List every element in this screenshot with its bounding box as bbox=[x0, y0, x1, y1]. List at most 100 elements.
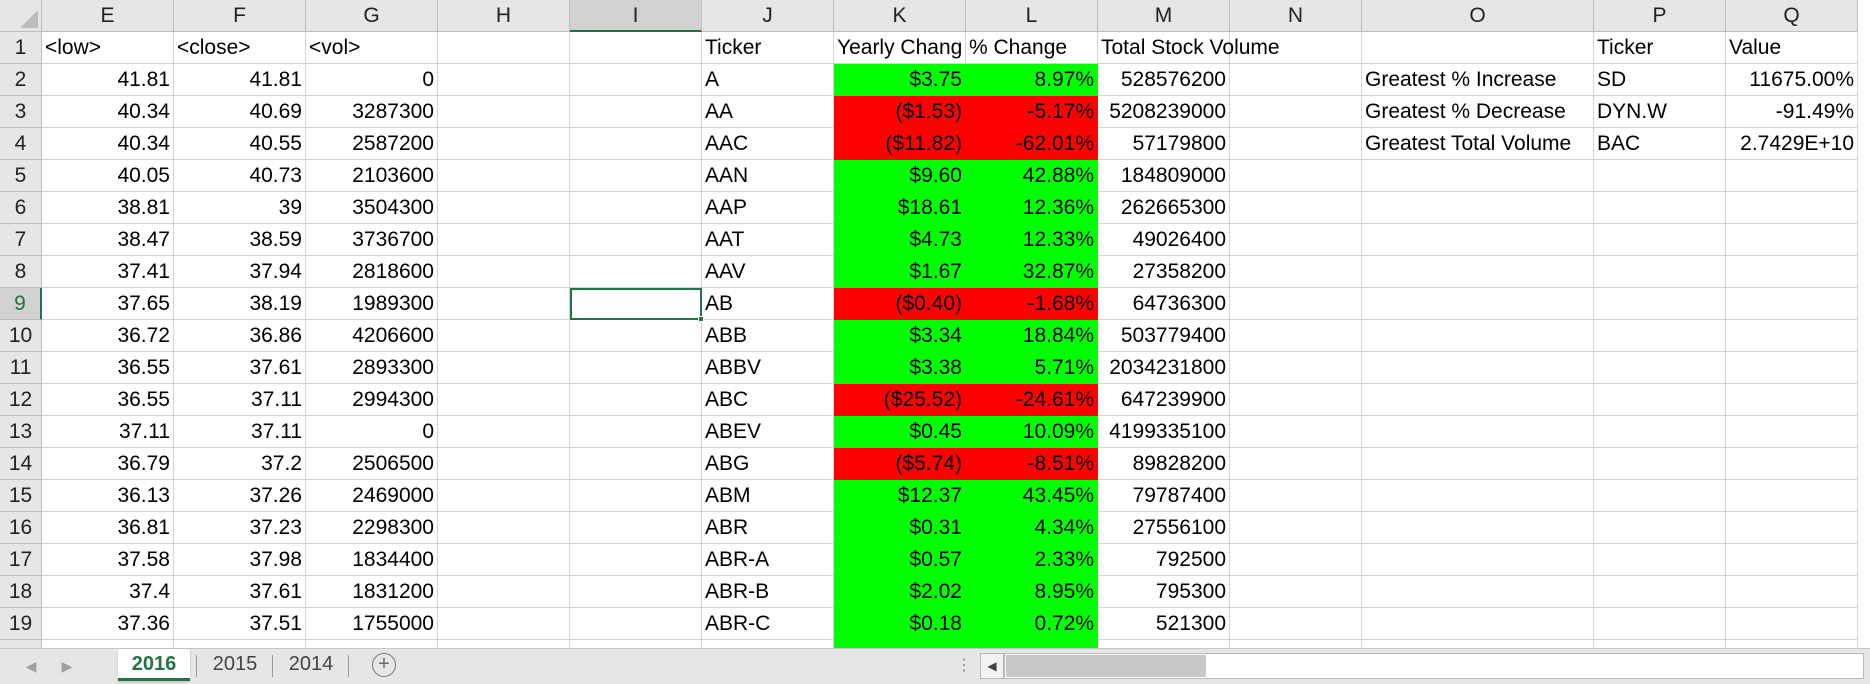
cell-p14[interactable] bbox=[1594, 448, 1726, 480]
cell-h11[interactable] bbox=[438, 352, 570, 384]
cell-n16[interactable] bbox=[1230, 512, 1362, 544]
cell-q17[interactable] bbox=[1726, 544, 1858, 576]
cell-n9[interactable] bbox=[1230, 288, 1362, 320]
cell-q15[interactable] bbox=[1726, 480, 1858, 512]
cell-q6[interactable] bbox=[1726, 192, 1858, 224]
cell-p18[interactable] bbox=[1594, 576, 1726, 608]
cell-l8[interactable]: 32.87% bbox=[966, 256, 1098, 288]
cell-h18[interactable] bbox=[438, 576, 570, 608]
cell-n4[interactable] bbox=[1230, 128, 1362, 160]
cell-q10[interactable] bbox=[1726, 320, 1858, 352]
cell-q9[interactable] bbox=[1726, 288, 1858, 320]
cell-i16[interactable] bbox=[570, 512, 702, 544]
cell-g2[interactable]: 0 bbox=[306, 64, 438, 96]
cell-i19[interactable] bbox=[570, 608, 702, 640]
cell-g7[interactable]: 3736700 bbox=[306, 224, 438, 256]
cell-m4[interactable]: 57179800 bbox=[1098, 128, 1230, 160]
cell-e1[interactable]: <low> bbox=[42, 32, 174, 64]
cell-l14[interactable]: -8.51% bbox=[966, 448, 1098, 480]
cell-partial-n[interactable] bbox=[1230, 640, 1362, 648]
cell-partial-q[interactable] bbox=[1726, 640, 1858, 648]
cell-e4[interactable]: 40.34 bbox=[42, 128, 174, 160]
column-header-m[interactable]: M bbox=[1098, 0, 1230, 32]
cell-l18[interactable]: 8.95% bbox=[966, 576, 1098, 608]
cell-h13[interactable] bbox=[438, 416, 570, 448]
cell-h5[interactable] bbox=[438, 160, 570, 192]
cell-f10[interactable]: 36.86 bbox=[174, 320, 306, 352]
cell-q3[interactable]: -91.49% bbox=[1726, 96, 1858, 128]
cell-k15[interactable]: $12.37 bbox=[834, 480, 966, 512]
cell-l7[interactable]: 12.33% bbox=[966, 224, 1098, 256]
cell-e5[interactable]: 40.05 bbox=[42, 160, 174, 192]
cell-q14[interactable] bbox=[1726, 448, 1858, 480]
cell-j2[interactable]: A bbox=[702, 64, 834, 96]
cell-g16[interactable]: 2298300 bbox=[306, 512, 438, 544]
plus-circle-icon[interactable]: + bbox=[372, 653, 396, 677]
cell-o17[interactable] bbox=[1362, 544, 1594, 576]
cell-p6[interactable] bbox=[1594, 192, 1726, 224]
cell-m11[interactable]: 2034231800 bbox=[1098, 352, 1230, 384]
cell-m5[interactable]: 184809000 bbox=[1098, 160, 1230, 192]
cell-partial-l[interactable] bbox=[966, 640, 1098, 648]
cell-p5[interactable] bbox=[1594, 160, 1726, 192]
spreadsheet-grid[interactable]: E F G H I J K L M N O P Q 1 <low> <close> <vol> Ticker Yea… bbox=[0, 0, 1870, 648]
cell-q8[interactable] bbox=[1726, 256, 1858, 288]
cell-j6[interactable]: AAP bbox=[702, 192, 834, 224]
cell-h7[interactable] bbox=[438, 224, 570, 256]
cell-n15[interactable] bbox=[1230, 480, 1362, 512]
cell-h15[interactable] bbox=[438, 480, 570, 512]
cell-m19[interactable]: 521300 bbox=[1098, 608, 1230, 640]
cell-e13[interactable]: 37.11 bbox=[42, 416, 174, 448]
cell-k19[interactable]: $0.18 bbox=[834, 608, 966, 640]
cell-m7[interactable]: 49026400 bbox=[1098, 224, 1230, 256]
cell-o15[interactable] bbox=[1362, 480, 1594, 512]
cell-j9[interactable]: AB bbox=[702, 288, 834, 320]
cell-n1[interactable] bbox=[1230, 32, 1362, 64]
cell-l2[interactable]: 8.97% bbox=[966, 64, 1098, 96]
cell-e7[interactable]: 38.47 bbox=[42, 224, 174, 256]
cell-k7[interactable]: $4.73 bbox=[834, 224, 966, 256]
cell-m6[interactable]: 262665300 bbox=[1098, 192, 1230, 224]
cell-p19[interactable] bbox=[1594, 608, 1726, 640]
cell-k6[interactable]: $18.61 bbox=[834, 192, 966, 224]
cell-g4[interactable]: 2587200 bbox=[306, 128, 438, 160]
cell-n18[interactable] bbox=[1230, 576, 1362, 608]
cell-n11[interactable] bbox=[1230, 352, 1362, 384]
cell-q13[interactable] bbox=[1726, 416, 1858, 448]
cell-m18[interactable]: 795300 bbox=[1098, 576, 1230, 608]
row-header-11[interactable]: 11 bbox=[0, 352, 42, 384]
column-header-n[interactable]: N bbox=[1230, 0, 1362, 32]
cell-g6[interactable]: 3504300 bbox=[306, 192, 438, 224]
cell-p17[interactable] bbox=[1594, 544, 1726, 576]
row-header-12[interactable]: 12 bbox=[0, 384, 42, 416]
cell-h4[interactable] bbox=[438, 128, 570, 160]
cell-o8[interactable] bbox=[1362, 256, 1594, 288]
cell-g17[interactable]: 1834400 bbox=[306, 544, 438, 576]
scrollbar-thumb[interactable] bbox=[1006, 655, 1206, 677]
column-header-g[interactable]: G bbox=[306, 0, 438, 32]
cell-q4[interactable]: 2.7429E+10 bbox=[1726, 128, 1858, 160]
cell-f3[interactable]: 40.69 bbox=[174, 96, 306, 128]
cell-j10[interactable]: ABB bbox=[702, 320, 834, 352]
cell-i10[interactable] bbox=[570, 320, 702, 352]
cell-e17[interactable]: 37.58 bbox=[42, 544, 174, 576]
cell-p10[interactable] bbox=[1594, 320, 1726, 352]
cell-g18[interactable]: 1831200 bbox=[306, 576, 438, 608]
row-header-6[interactable]: 6 bbox=[0, 192, 42, 224]
cell-k13[interactable]: $0.45 bbox=[834, 416, 966, 448]
cell-partial-m[interactable] bbox=[1098, 640, 1230, 648]
tab-2016[interactable]: 2016 bbox=[118, 649, 190, 681]
cell-q19[interactable] bbox=[1726, 608, 1858, 640]
cell-m12[interactable]: 647239900 bbox=[1098, 384, 1230, 416]
cell-i9[interactable] bbox=[570, 288, 702, 320]
cell-h16[interactable] bbox=[438, 512, 570, 544]
cell-i7[interactable] bbox=[570, 224, 702, 256]
cell-g15[interactable]: 2469000 bbox=[306, 480, 438, 512]
cell-f14[interactable]: 37.2 bbox=[174, 448, 306, 480]
cell-f9[interactable]: 38.19 bbox=[174, 288, 306, 320]
cell-q7[interactable] bbox=[1726, 224, 1858, 256]
chevron-right-icon[interactable]: ▶ bbox=[61, 658, 73, 674]
cell-h6[interactable] bbox=[438, 192, 570, 224]
cell-k16[interactable]: $0.31 bbox=[834, 512, 966, 544]
cell-p13[interactable] bbox=[1594, 416, 1726, 448]
